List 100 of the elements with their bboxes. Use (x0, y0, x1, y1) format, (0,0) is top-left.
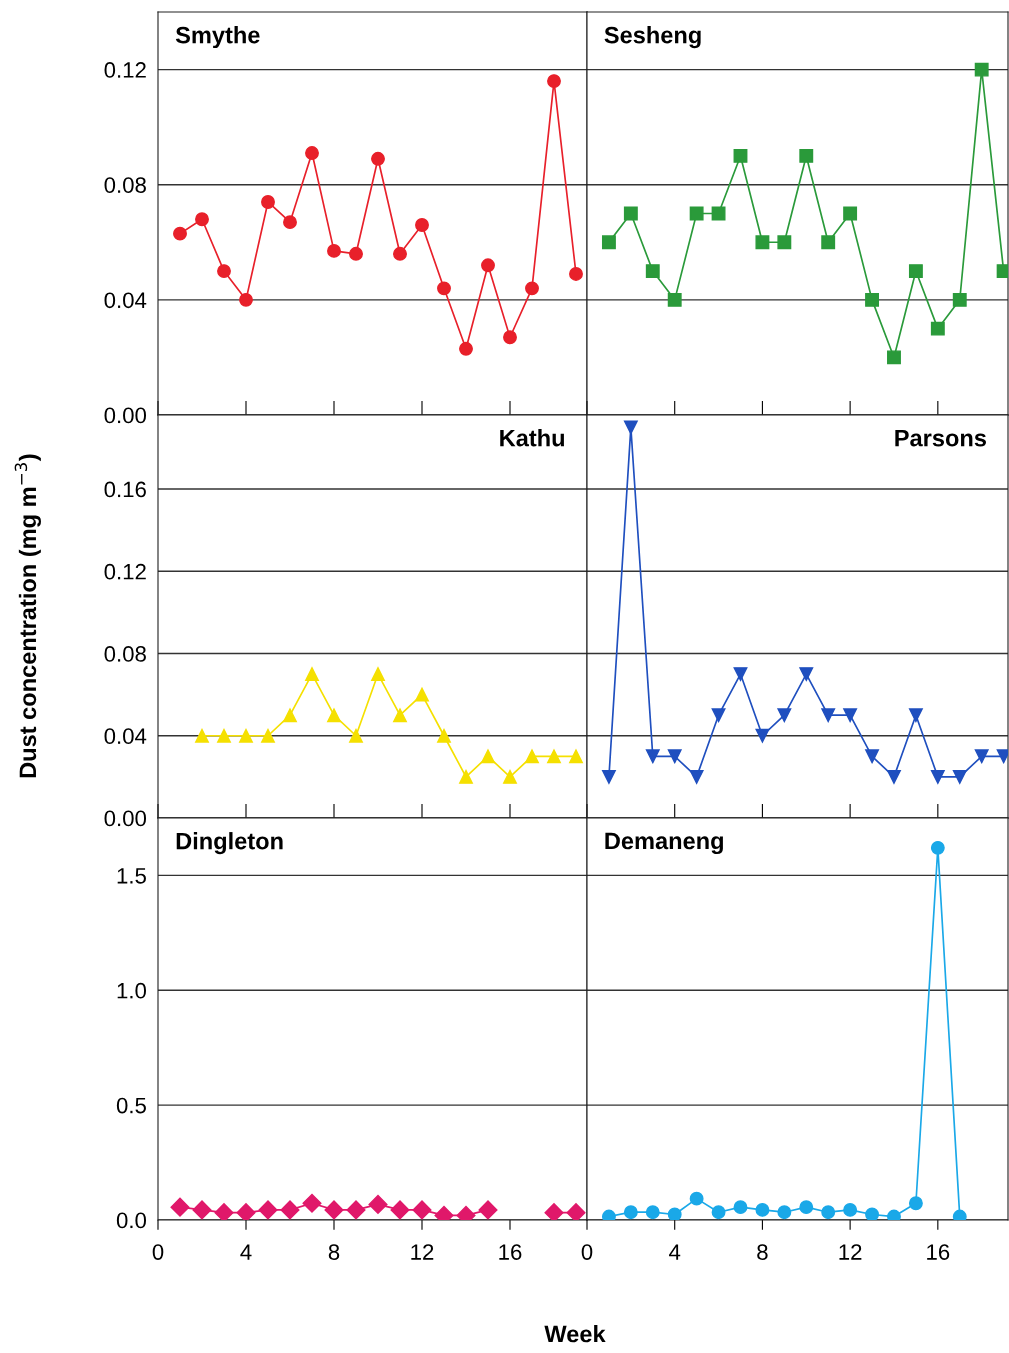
point (623, 206, 638, 221)
point (195, 212, 209, 227)
point (327, 243, 341, 258)
point (974, 62, 989, 77)
point (283, 215, 297, 230)
point (569, 267, 583, 281)
point (755, 728, 770, 743)
point (930, 769, 945, 784)
point (239, 728, 253, 743)
x-tick-label: 4 (669, 1244, 681, 1260)
point (667, 749, 682, 764)
point (547, 74, 561, 89)
point (645, 264, 660, 279)
point (371, 667, 385, 682)
point (569, 749, 583, 764)
point (645, 1205, 660, 1220)
point (711, 1205, 726, 1220)
point (777, 1205, 792, 1220)
y-tick-label: 0.08 (104, 646, 146, 662)
point (261, 728, 275, 743)
point (865, 749, 879, 764)
chart-title: Parsons (895, 429, 986, 447)
y-tick-label: 0.00 (104, 407, 147, 424)
y-tick-label: 1.5 (117, 868, 146, 884)
x-tick-label: 12 (411, 1244, 434, 1260)
point (667, 1207, 682, 1220)
y-tick-label: 0.12 (104, 62, 146, 78)
y-tick-label: 1.0 (117, 982, 147, 999)
x-tick-label: 8 (757, 1244, 768, 1260)
y-tick-label: 0.04 (104, 292, 147, 309)
point (305, 667, 319, 682)
point (930, 840, 945, 855)
point (733, 667, 748, 682)
x-tick-label: 4 (240, 1244, 252, 1260)
chart-title: Kathu (500, 429, 564, 447)
point (755, 235, 770, 250)
point (865, 1207, 879, 1220)
x-tick-label: 0 (581, 1244, 593, 1260)
point (437, 281, 451, 296)
point (821, 708, 836, 723)
x-tick-label: 16 (499, 1244, 522, 1260)
point (645, 749, 660, 764)
y-axis-title: Dust concentration (mg m$^{−3}$) (14, 454, 41, 778)
point (908, 708, 923, 723)
point (481, 749, 495, 764)
point (952, 769, 967, 784)
point (393, 708, 407, 723)
point (459, 341, 473, 356)
point (239, 292, 253, 307)
point (887, 350, 901, 365)
x-tick-label: 0 (152, 1244, 164, 1260)
point (623, 420, 638, 435)
point (195, 728, 209, 743)
point (459, 769, 473, 784)
point (689, 206, 704, 221)
x-tick-label: 16 (927, 1244, 950, 1260)
point (525, 281, 539, 296)
point (503, 330, 517, 345)
y-tick-label: 0.04 (104, 728, 147, 745)
text: Dingleton (176, 832, 283, 855)
y-tick-label: 0.0 (116, 1212, 147, 1229)
point (283, 708, 297, 723)
point (865, 292, 879, 307)
point (327, 708, 341, 723)
point (547, 749, 561, 764)
y-tick-label: 0.12 (104, 563, 146, 580)
point (733, 148, 748, 163)
x-axis-title: Week (544, 1324, 606, 1343)
point (415, 687, 429, 702)
point (711, 206, 726, 221)
point (525, 749, 539, 764)
point (843, 206, 858, 221)
point (415, 218, 429, 232)
point (503, 769, 517, 784)
point (799, 1200, 814, 1215)
point (711, 708, 726, 723)
point (689, 769, 704, 784)
point (349, 246, 363, 261)
point (481, 258, 495, 273)
point (601, 769, 616, 784)
text: Sesheng (604, 26, 701, 49)
y-tick-label: 0.00 (104, 810, 147, 827)
point (437, 728, 451, 743)
point (217, 728, 231, 743)
point (733, 1200, 748, 1215)
point (777, 708, 792, 723)
point (689, 1191, 704, 1206)
point (305, 146, 319, 160)
point (799, 148, 814, 163)
text: Demaneng (605, 832, 723, 855)
point (930, 321, 945, 336)
point (887, 769, 901, 784)
y-tick-label: 0.16 (104, 481, 146, 498)
point (952, 292, 967, 307)
y-tick-label: 0.5 (116, 1097, 146, 1114)
point (601, 235, 616, 250)
point (667, 292, 682, 307)
text: Smythe (175, 26, 260, 49)
point (821, 235, 836, 250)
point (908, 264, 923, 279)
